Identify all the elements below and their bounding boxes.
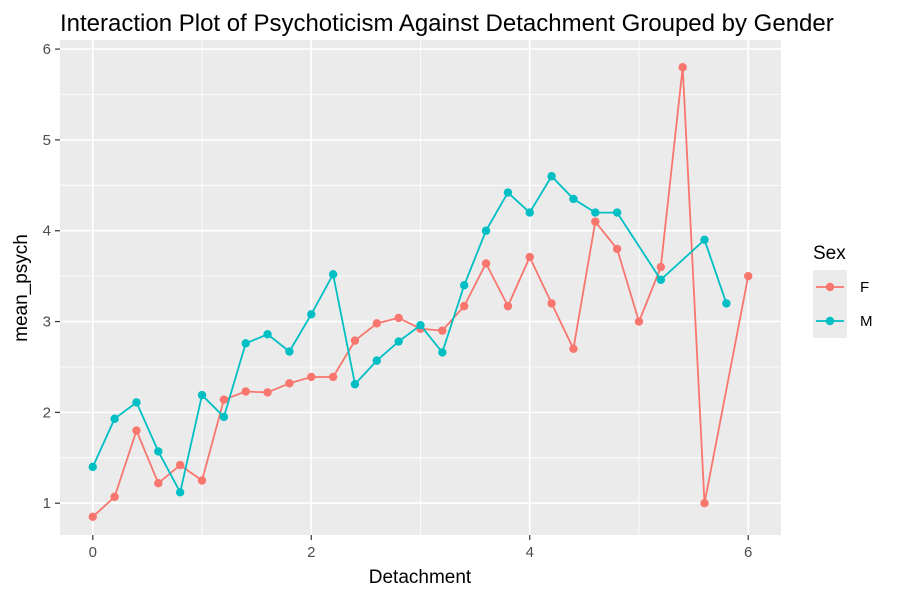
data-point — [656, 275, 666, 284]
data-point — [350, 336, 360, 345]
data-point — [569, 344, 578, 354]
legend-label: M — [860, 313, 873, 330]
data-point — [328, 372, 338, 382]
data-point — [241, 387, 250, 396]
data-point — [175, 488, 185, 497]
data-point — [110, 492, 119, 502]
data-point — [110, 414, 119, 423]
series-M — [88, 172, 731, 497]
legend-items: FM — [813, 270, 873, 338]
data-point — [569, 194, 578, 204]
data-point — [547, 299, 556, 308]
legend-key-point — [825, 316, 835, 326]
data-point — [700, 235, 709, 245]
data-point — [438, 326, 447, 335]
y-tick-label: 4 — [43, 223, 51, 240]
data-point — [438, 348, 447, 357]
data-point — [175, 460, 185, 470]
y-tick-label: 1 — [43, 495, 51, 512]
y-tick-label: 2 — [43, 404, 51, 421]
data-point — [481, 259, 491, 268]
chart-title: Interaction Plot of Psychoticism Against… — [60, 10, 834, 37]
data-point — [634, 317, 644, 326]
series-line — [91, 174, 728, 495]
series-line — [92, 67, 750, 518]
data-point — [612, 208, 622, 217]
data-point — [132, 426, 141, 435]
data-point — [394, 313, 403, 323]
y-axis-ticks: 1 2 3 4 5 6 — [43, 41, 60, 512]
data-point — [459, 281, 469, 290]
data-point — [525, 208, 534, 217]
x-tick-label: 0 — [89, 544, 97, 561]
data-point — [591, 217, 600, 226]
data-point — [547, 172, 556, 181]
x-axis-ticks: 0 2 4 6 — [89, 535, 752, 561]
data-point — [328, 270, 338, 279]
legend-key-point — [825, 282, 835, 292]
data-point — [722, 299, 731, 308]
data-point — [503, 301, 513, 311]
x-tick-label: 6 — [744, 544, 752, 561]
legend-label: F — [860, 279, 869, 296]
data-point — [219, 395, 229, 404]
data-point — [241, 339, 250, 348]
data-point — [372, 356, 382, 365]
legend-title: Sex — [813, 243, 846, 264]
data-point — [656, 262, 666, 272]
y-tick-label: 5 — [43, 132, 51, 149]
data-point — [307, 310, 316, 319]
data-point — [88, 462, 97, 472]
data-point — [744, 271, 753, 281]
y-tick-label: 6 — [43, 41, 51, 58]
data-point — [700, 499, 709, 508]
data-point — [154, 447, 163, 456]
data-point — [481, 226, 491, 235]
data-point — [154, 479, 163, 488]
x-tick-label: 2 — [307, 544, 315, 561]
data-point — [612, 244, 622, 254]
data-point — [459, 301, 469, 311]
data-point — [132, 398, 141, 407]
x-axis-label: Detachment — [369, 567, 472, 588]
data-point — [525, 252, 534, 262]
data-point — [372, 319, 382, 328]
data-point — [88, 512, 97, 522]
data-point — [219, 412, 229, 422]
data-point — [263, 388, 272, 397]
data-point — [285, 347, 294, 356]
y-axis-label: mean_psych — [11, 234, 32, 342]
x-tick-label: 4 — [526, 544, 534, 561]
data-point — [197, 390, 207, 400]
data-point — [350, 380, 360, 389]
legend-item-M: M — [813, 304, 873, 338]
y-tick-label: 3 — [43, 314, 51, 331]
series-layer — [88, 63, 753, 522]
data-point — [307, 372, 316, 382]
data-point — [394, 337, 403, 346]
legend-item-F: F — [813, 270, 869, 304]
data-point — [503, 188, 513, 197]
data-point — [416, 320, 425, 330]
data-point — [591, 208, 600, 217]
series-F — [88, 63, 753, 522]
data-point — [263, 330, 272, 339]
data-point — [678, 63, 687, 72]
legend: Sex FM — [813, 243, 873, 338]
data-point — [197, 476, 207, 485]
data-point — [285, 379, 294, 388]
